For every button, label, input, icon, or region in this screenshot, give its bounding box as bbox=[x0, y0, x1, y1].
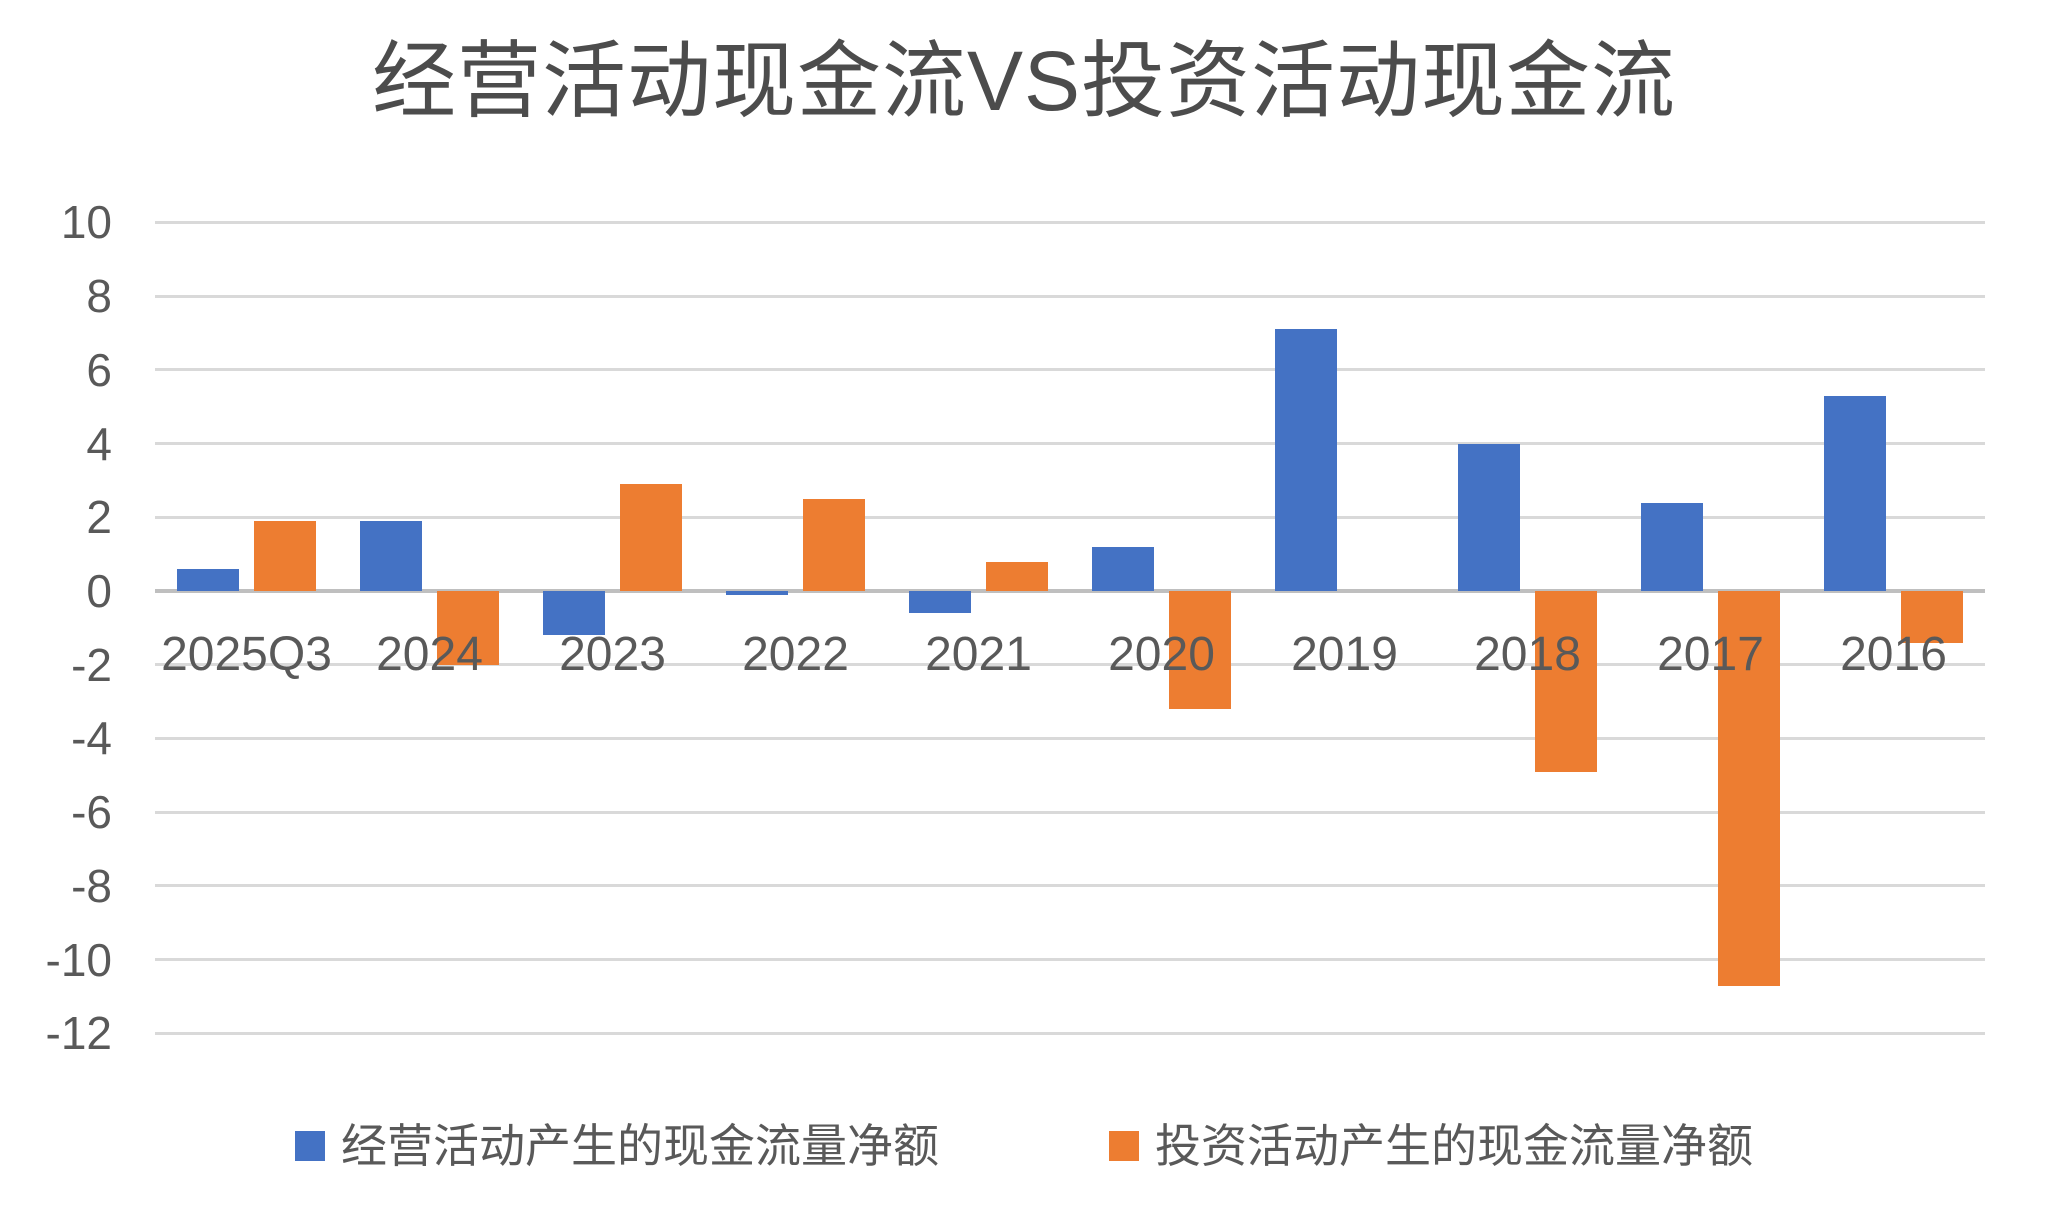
gridline bbox=[155, 736, 1985, 740]
bar-operating-2020 bbox=[1092, 546, 1154, 591]
legend-item-investing: 投资活动产生的现金流量净额 bbox=[1109, 1118, 1753, 1174]
y-axis-tick-label: 4 bbox=[86, 417, 112, 470]
gridline bbox=[155, 220, 1985, 224]
bar-operating-2023 bbox=[543, 591, 605, 636]
bar-operating-2019 bbox=[1275, 329, 1337, 591]
gridline bbox=[155, 810, 1985, 814]
bar-investing-2018 bbox=[1535, 591, 1597, 772]
y-axis-tick-label: -4 bbox=[71, 712, 112, 765]
gridline bbox=[155, 958, 1985, 962]
bar-investing-2021 bbox=[986, 561, 1048, 591]
x-axis-category-label: 2020 bbox=[1108, 628, 1215, 681]
bar-operating-2024 bbox=[360, 520, 422, 591]
y-axis-tick-label: -10 bbox=[45, 933, 112, 986]
x-axis-category-label: 2016 bbox=[1840, 628, 1947, 681]
y-axis-tick-label: 0 bbox=[86, 565, 112, 617]
x-axis-category-label: 2019 bbox=[1291, 628, 1398, 681]
bar-operating-2021 bbox=[909, 591, 971, 614]
bar-investing-2020 bbox=[1169, 591, 1231, 709]
y-axis-tick-label: 8 bbox=[86, 270, 112, 323]
gridline bbox=[155, 663, 1985, 667]
bar-investing-2024 bbox=[437, 591, 499, 665]
gridline bbox=[155, 515, 1985, 519]
bar-investing-2023 bbox=[620, 484, 682, 591]
x-axis-category-label: 2018 bbox=[1474, 628, 1581, 681]
x-axis-category-label: 2022 bbox=[742, 628, 849, 681]
y-axis-tick-label: -12 bbox=[45, 1007, 112, 1060]
legend-label-operating: 经营活动产生的现金流量净额 bbox=[341, 1120, 939, 1172]
bar-operating-2025Q3 bbox=[177, 568, 239, 591]
legend-item-operating: 经营活动产生的现金流量净额 bbox=[295, 1118, 939, 1174]
gridline bbox=[155, 884, 1985, 888]
legend-swatch-investing-icon bbox=[1109, 1131, 1139, 1161]
bar-investing-2016 bbox=[1901, 591, 1963, 643]
legend-swatch-operating-icon bbox=[295, 1131, 325, 1161]
x-axis-category-label: 2021 bbox=[925, 628, 1032, 681]
x-axis-category-label: 2024 bbox=[376, 628, 483, 681]
bar-investing-2017 bbox=[1718, 591, 1780, 986]
bar-operating-2018 bbox=[1458, 443, 1520, 591]
x-axis-category-label: 2025Q3 bbox=[161, 628, 332, 681]
x-axis-category-label: 2023 bbox=[559, 628, 666, 681]
bar-operating-2017 bbox=[1641, 502, 1703, 591]
legend: 经营活动产生的现金流量净额 投资活动产生的现金流量净额 bbox=[0, 1118, 2048, 1174]
y-axis-tick-label: -2 bbox=[71, 638, 112, 691]
y-axis-tick-label: 10 bbox=[60, 196, 112, 249]
gridline bbox=[155, 368, 1985, 372]
bar-operating-2016 bbox=[1824, 395, 1886, 591]
y-axis-tick-label: -6 bbox=[71, 786, 112, 839]
x-axis-category-label: 2017 bbox=[1657, 628, 1764, 681]
chart-title: 经营活动现金流VS投资活动现金流 bbox=[371, 34, 1677, 128]
gridline bbox=[155, 1031, 1985, 1035]
legend-label-investing: 投资活动产生的现金流量净额 bbox=[1155, 1120, 1753, 1172]
y-axis-tick-label: 6 bbox=[86, 343, 112, 396]
bar-operating-2022 bbox=[726, 591, 788, 595]
zero-axis-line bbox=[155, 589, 1985, 593]
y-axis-tick-label: -8 bbox=[71, 859, 112, 912]
gridline bbox=[155, 294, 1985, 298]
bar-investing-2022 bbox=[803, 498, 865, 591]
gridline bbox=[155, 442, 1985, 446]
bar-investing-2025Q3 bbox=[254, 520, 316, 591]
y-axis-tick-label: 2 bbox=[86, 491, 112, 544]
